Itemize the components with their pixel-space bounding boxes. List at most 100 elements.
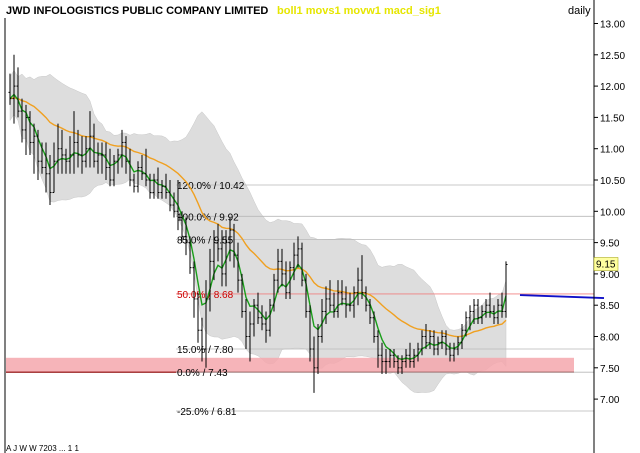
ohlc-bar: [412, 349, 416, 368]
ohlc-bar: [484, 298, 488, 318]
ohlc-bar: [332, 292, 336, 318]
ohlc-bar: [208, 248, 212, 312]
ohlc-bar: [180, 211, 184, 243]
ohlc-bar: [192, 261, 196, 318]
ohlc-bar: [272, 273, 276, 312]
ohlc-bar: [48, 154, 52, 206]
ohlc-bar: [356, 267, 360, 306]
ohlc-bar: [368, 298, 372, 324]
ohlc-bar: [384, 349, 388, 375]
ohlc-bar: [20, 98, 24, 143]
price-bars: [8, 54, 508, 393]
ohlc-bar: [140, 154, 144, 180]
fib-level-label: 50.0% / 8.68: [177, 290, 234, 301]
ohlc-bar: [420, 330, 424, 356]
fibonacci-levels: 120.0% / 10.42 100.0% / 9.92 85.0% / 9.55 5…: [176, 181, 594, 418]
ohlc-bar: [340, 280, 344, 306]
indicator-legend: boll1 movs1 movw1 macd_sig1: [277, 5, 441, 17]
ohlc-bar: [24, 104, 28, 155]
ohlc-bar: [220, 230, 224, 287]
ohlc-bar: [288, 261, 292, 299]
ohlc-bar: [172, 192, 176, 218]
last-price-label: 9.15: [596, 260, 616, 271]
y-axis-tick-label: 12.50: [600, 51, 625, 62]
ohlc-bar: [52, 142, 56, 194]
ohlc-bar: [12, 54, 16, 124]
ohlc-bar: [400, 355, 404, 375]
ohlc-bar: [432, 330, 436, 356]
ohlc-bar: [88, 111, 92, 168]
ohlc-bar: [476, 298, 480, 324]
ohlc-bar: [152, 173, 156, 199]
ohlc-bar: [504, 261, 508, 318]
ohlc-bar: [96, 142, 100, 174]
ohlc-bar: [76, 129, 80, 168]
long-moving-average-line: [9, 97, 507, 338]
ohlc-bar: [112, 154, 116, 187]
fib-level-label: 100.0% / 9.92: [177, 212, 239, 223]
ohlc-bar: [496, 298, 500, 324]
y-axis: 7.00 7.50 8.00 8.50 9.00 9.50 10.00 10.50 11.00 1…: [594, 20, 625, 406]
support-zone: [6, 357, 574, 373]
footer-text: A J W W 7203 ... 1 1: [6, 444, 79, 453]
ohlc-bar: [16, 67, 20, 118]
ohlc-bar: [300, 242, 304, 287]
fib-level-label: 0.0% / 7.43: [177, 368, 228, 379]
last-price-box: [593, 257, 619, 271]
ohlc-bar: [320, 298, 324, 343]
ohlc-bar: [204, 280, 208, 368]
ohlc-bar: [296, 236, 300, 268]
y-axis-tick-label: 9.00: [600, 270, 620, 281]
ohlc-bar: [464, 311, 468, 337]
ohlc-bar: [268, 298, 272, 337]
ohlc-bar: [100, 142, 104, 174]
ohlc-bar: [160, 180, 164, 199]
ohlc-bar: [472, 298, 476, 324]
ohlc-bar: [492, 305, 496, 324]
ohlc-bar: [352, 286, 356, 318]
ohlc-bar: [360, 255, 364, 299]
ohlc-bar: [124, 136, 128, 174]
y-axis-tick-label: 7.50: [600, 364, 620, 375]
resistance-line: [519, 294, 605, 300]
ohlc-bar: [196, 292, 200, 343]
ohlc-bar: [440, 330, 444, 350]
ohlc-bar: [264, 311, 268, 343]
ohlc-bar: [500, 292, 504, 318]
ohlc-bar: [416, 342, 420, 362]
ohlc-bar: [444, 330, 448, 356]
ohlc-bar: [344, 286, 348, 318]
ohlc-bar: [212, 230, 216, 281]
ohlc-bar: [424, 323, 428, 350]
ohlc-bar: [224, 230, 228, 287]
ohlc-bar: [164, 173, 168, 199]
resistance-line-stroke: [519, 294, 605, 300]
fib-level-label: 15.0% / 7.80: [177, 345, 234, 356]
y-axis-tick-label: 8.00: [600, 333, 620, 344]
ohlc-bar: [480, 305, 484, 324]
ohlc-bar: [236, 242, 240, 293]
ohlc-bar: [280, 248, 284, 287]
fib-level-label: -25.0% / 6.81: [177, 407, 237, 418]
ohlc-bar: [248, 311, 252, 362]
ohlc-bar: [144, 148, 148, 187]
y-axis-tick-label: 10.00: [600, 207, 625, 218]
ohlc-bar: [276, 248, 280, 293]
ohlc-bar: [132, 173, 136, 193]
ohlc-bar: [92, 123, 96, 168]
fib-level-label: 120.0% / 10.42: [177, 181, 245, 192]
ohlc-bar: [336, 280, 340, 318]
ohlc-bar: [292, 242, 296, 281]
ohlc-bar: [364, 286, 368, 312]
ohlc-bar: [176, 180, 180, 231]
ohlc-bar: [136, 161, 140, 193]
ohlc-bar: [408, 342, 412, 368]
ohlc-bar: [460, 323, 464, 350]
y-axis-tick-label: 10.50: [600, 176, 625, 187]
ohlc-bar: [380, 342, 384, 375]
ohlc-bar: [168, 180, 172, 212]
ohlc-bar: [428, 330, 432, 350]
y-axis-tick-label: 8.50: [600, 301, 620, 312]
